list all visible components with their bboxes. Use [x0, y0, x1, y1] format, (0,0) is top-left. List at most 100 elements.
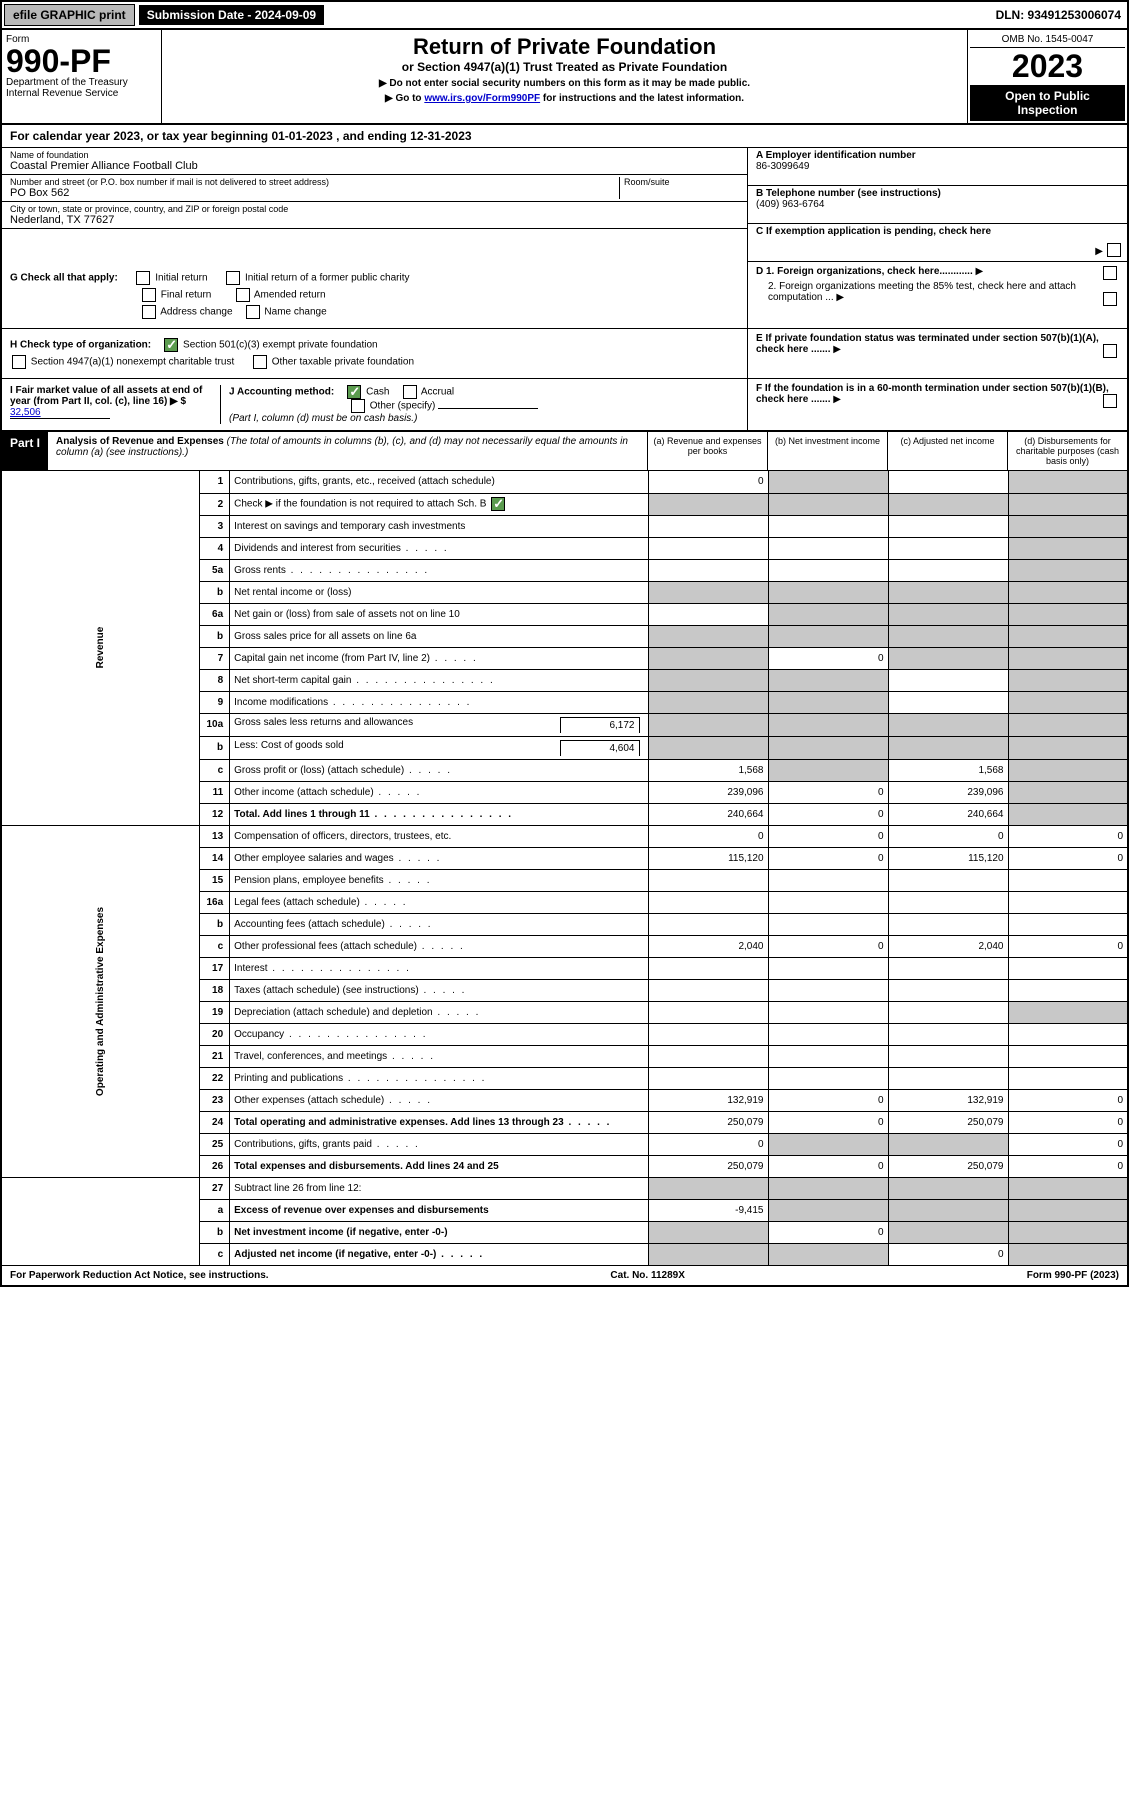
other-method-checkbox[interactable]	[351, 399, 365, 413]
line-25-d: 0	[1008, 1133, 1128, 1155]
check-j-o2: Accrual	[421, 387, 454, 398]
line-10a-value: 6,172	[560, 717, 640, 733]
table-row: Operating and Administrative Expenses 13…	[1, 825, 1128, 847]
table-row: Revenue 1Contributions, gifts, grants, e…	[1, 471, 1128, 493]
line-24-b: 0	[768, 1111, 888, 1133]
line-22-desc: Printing and publications	[230, 1067, 648, 1089]
line-16c-c: 2,040	[888, 935, 1008, 957]
efile-print-button[interactable]: efile GRAPHIC print	[4, 4, 135, 26]
item-d1-checkbox[interactable]	[1103, 266, 1117, 280]
city-label: City or town, state or province, country…	[10, 204, 739, 214]
col-b-head: (b) Net investment income	[767, 432, 887, 470]
501c3-checkbox[interactable]	[164, 338, 178, 352]
item-c-text: C If exemption application is pending, c…	[756, 226, 991, 237]
line-10b-desc: Less: Cost of goods sold4,604	[230, 736, 648, 759]
check-j-o1: Cash	[366, 387, 389, 398]
line-23-a: 132,919	[648, 1089, 768, 1111]
line-14-d: 0	[1008, 847, 1128, 869]
omb-number: OMB No. 1545-0047	[970, 32, 1125, 48]
line-4-desc: Dividends and interest from securities	[230, 537, 648, 559]
footer-mid: Cat. No. 11289X	[610, 1270, 684, 1281]
entity-info-block: Name of foundation Coastal Premier Allia…	[0, 148, 1129, 262]
irs-text: Internal Revenue Service	[6, 88, 157, 99]
line-27a-a: -9,415	[648, 1199, 768, 1221]
line-20-desc: Occupancy	[230, 1023, 648, 1045]
check-j-label: J Accounting method:	[229, 387, 334, 398]
line-27c-c: 0	[888, 1243, 1008, 1265]
instructions-link[interactable]: www.irs.gov/Form990PF	[424, 93, 540, 104]
line-13-d: 0	[1008, 825, 1128, 847]
item-c-checkbox[interactable]	[1107, 243, 1121, 257]
foundation-address: PO Box 562	[10, 187, 619, 199]
line-3-desc: Interest on savings and temporary cash i…	[230, 515, 648, 537]
check-h-o3: Other taxable private foundation	[272, 357, 414, 368]
ein-label: A Employer identification number	[756, 150, 1119, 161]
check-g-o6: Name change	[264, 307, 326, 318]
schb-checkbox[interactable]	[491, 497, 505, 511]
final-return-checkbox[interactable]	[142, 288, 156, 302]
col-c-head: (c) Adjusted net income	[887, 432, 1007, 470]
line-6a-desc: Net gain or (loss) from sale of assets n…	[230, 603, 648, 625]
item-d2-checkbox[interactable]	[1103, 292, 1117, 306]
col-d-head: (d) Disbursements for charitable purpose…	[1007, 432, 1127, 470]
check-j-note: (Part I, column (d) must be on cash basi…	[229, 413, 739, 424]
line-14-desc: Other employee salaries and wages	[230, 847, 648, 869]
name-change-checkbox[interactable]	[246, 305, 260, 319]
check-g-o3: Final return	[161, 290, 212, 301]
name-label: Name of foundation	[10, 150, 739, 160]
line-10c-desc: Gross profit or (loss) (attach schedule)	[230, 759, 648, 781]
line-14-c: 115,120	[888, 847, 1008, 869]
cash-checkbox[interactable]	[347, 385, 361, 399]
line-10c-c: 1,568	[888, 759, 1008, 781]
line-23-b: 0	[768, 1089, 888, 1111]
accrual-checkbox[interactable]	[403, 385, 417, 399]
line-26-d: 0	[1008, 1155, 1128, 1177]
check-g-o2: Initial return of a former public charit…	[245, 273, 410, 284]
item-e-checkbox[interactable]	[1103, 344, 1117, 358]
line-2-desc: Check ▶ if the foundation is not require…	[230, 493, 648, 515]
expenses-side-label: Operating and Administrative Expenses	[95, 906, 106, 1095]
dln-text: DLN: 93491253006074	[996, 8, 1125, 22]
line-14-a: 115,120	[648, 847, 768, 869]
check-section-g: G Check all that apply: Initial return I…	[0, 262, 1129, 329]
line-12-a: 240,664	[648, 803, 768, 825]
check-section-h: H Check type of organization: Section 50…	[0, 329, 1129, 379]
line-11-desc: Other income (attach schedule)	[230, 781, 648, 803]
foundation-city: Nederland, TX 77627	[10, 214, 739, 226]
initial-return-checkbox[interactable]	[136, 271, 150, 285]
line-19-desc: Depreciation (attach schedule) and deple…	[230, 1001, 648, 1023]
line-9-desc: Income modifications	[230, 691, 648, 713]
top-bar: efile GRAPHIC print Submission Date - 20…	[0, 0, 1129, 30]
part1-badge: Part I	[2, 432, 48, 470]
address-change-checkbox[interactable]	[142, 305, 156, 319]
line-12-desc: Total. Add lines 1 through 11	[230, 803, 648, 825]
note2-post: for instructions and the latest informat…	[543, 93, 744, 104]
fmv-value-link[interactable]: 32,506	[10, 407, 110, 419]
other-taxable-checkbox[interactable]	[253, 355, 267, 369]
room-label: Room/suite	[624, 177, 739, 187]
4947a1-checkbox[interactable]	[12, 355, 26, 369]
line-6b-desc: Gross sales price for all assets on line…	[230, 625, 648, 647]
check-i-label: I Fair market value of all assets at end…	[10, 385, 202, 407]
check-g-o1: Initial return	[155, 273, 207, 284]
line-12-b: 0	[768, 803, 888, 825]
line-26-b: 0	[768, 1155, 888, 1177]
item-f-checkbox[interactable]	[1103, 394, 1117, 408]
check-h-o1: Section 501(c)(3) exempt private foundat…	[183, 340, 378, 351]
line-26-desc: Total expenses and disbursements. Add li…	[230, 1155, 648, 1177]
check-g-label: G Check all that apply:	[10, 273, 118, 284]
line-24-c: 250,079	[888, 1111, 1008, 1133]
amended-return-checkbox[interactable]	[236, 288, 250, 302]
table-row: 27Subtract line 26 from line 12:	[1, 1177, 1128, 1199]
form-number: 990-PF	[6, 45, 157, 77]
phone-value: (409) 963-6764	[756, 199, 1119, 210]
line-27c-desc: Adjusted net income (if negative, enter …	[230, 1243, 648, 1265]
inspection-badge: Open to Public Inspection	[970, 85, 1125, 121]
line-16c-desc: Other professional fees (attach schedule…	[230, 935, 648, 957]
initial-former-checkbox[interactable]	[226, 271, 240, 285]
line-11-b: 0	[768, 781, 888, 803]
footer-right: Form 990-PF (2023)	[1027, 1270, 1119, 1281]
check-h-label: H Check type of organization:	[10, 340, 151, 351]
footer-left: For Paperwork Reduction Act Notice, see …	[10, 1270, 269, 1281]
line-27b-desc: Net investment income (if negative, ente…	[230, 1221, 648, 1243]
